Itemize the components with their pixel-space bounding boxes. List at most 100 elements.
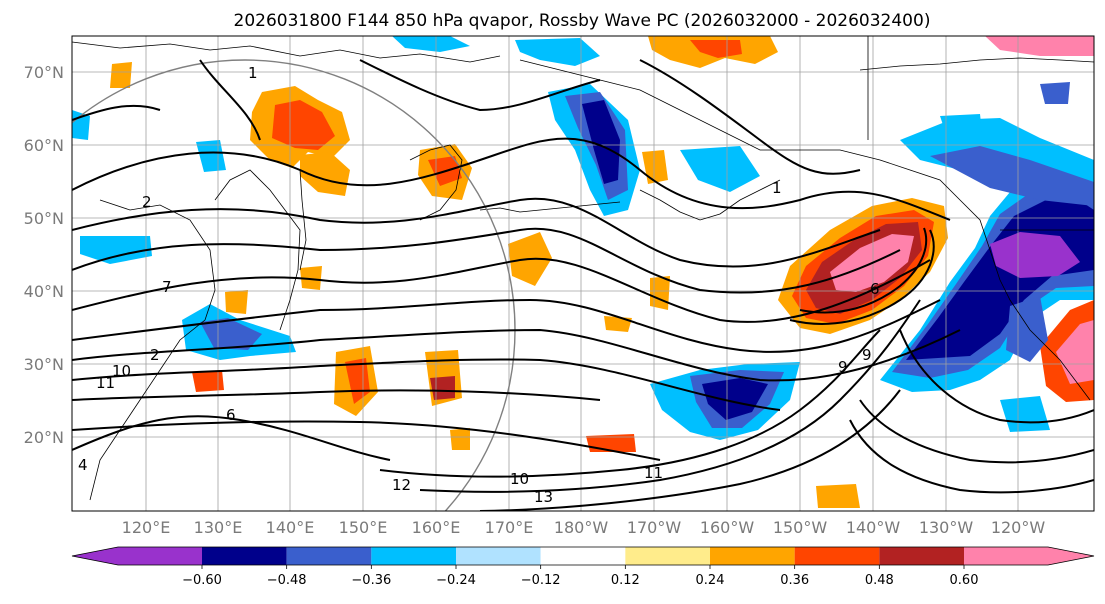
negative-anomaly-region (930, 146, 1094, 206)
colorbar-bin (710, 547, 795, 565)
contour-line (72, 137, 951, 221)
longitude-labels: 120°E 130°E 140°E 150°E 160°E 170°E 180°… (122, 518, 1046, 537)
contour-label: 4 (78, 456, 88, 474)
colorbar-bin (202, 547, 287, 565)
negative-anomaly-region (1040, 82, 1070, 104)
lat-label: 20°N (24, 428, 64, 447)
contour-line (859, 399, 1094, 464)
colorbar-bin (540, 547, 626, 565)
negative-anomaly-region (702, 378, 768, 420)
contour-labels: 1 1 2 6 6 9 9 10 10 11 11 13 12 4 7 2 (78, 64, 880, 506)
lon-label: 150°E (339, 518, 388, 537)
contour-label: 7 (162, 278, 172, 296)
negative-anomaly-region (990, 232, 1080, 278)
positive-anomaly-region (604, 316, 632, 332)
map-title: 2026031800 F144 850 hPa qvapor, Rossby W… (234, 11, 931, 31)
contour-label: 1 (248, 64, 258, 82)
lon-label: 120°W (991, 518, 1046, 537)
contour-line (72, 298, 941, 353)
contour-label: 13 (534, 488, 553, 506)
contour-label: 10 (112, 362, 131, 380)
contour-line (199, 59, 261, 141)
colorbar-bin (794, 547, 880, 565)
positive-anomaly-region (272, 100, 335, 150)
map-plot-area: 1 1 2 6 6 9 9 10 10 11 11 13 12 4 7 2 (71, 35, 1095, 512)
map-frame (71, 35, 1095, 512)
colorbar-outline (71, 546, 1095, 566)
lon-label: 160°E (412, 518, 461, 537)
positive-anomaly-region (650, 276, 670, 310)
colorbar-tick-label: 0.48 (865, 573, 894, 588)
colorbar-bin (625, 547, 710, 565)
asia-coastline (72, 41, 501, 501)
contour-line (479, 389, 901, 511)
contour-line (72, 358, 781, 411)
contour-line (799, 227, 928, 314)
contour-label: 11 (644, 464, 663, 482)
contour-line (789, 229, 935, 325)
colorbar: −0.60 −0.48 −0.36 −0.24 −0.12 0.12 0.24 0.36 0.4… (71, 546, 1095, 588)
lon-label: 170°W (627, 518, 682, 537)
negative-anomaly-region (80, 236, 152, 264)
positive-anomaly-region (450, 428, 470, 450)
contour-line (72, 257, 931, 323)
contour-line (419, 299, 921, 493)
colorbar-tick-label: −0.48 (267, 573, 307, 588)
colorbar-bin (286, 547, 372, 565)
us-canada-border (867, 36, 1094, 231)
negative-anomaly-region (680, 146, 760, 192)
colorbar-bin (964, 547, 1094, 565)
contour-line (72, 197, 881, 268)
contour-line (639, 59, 861, 175)
contour-label: 1 (772, 179, 782, 197)
positive-anomaly-region (430, 376, 455, 400)
lat-label: 60°N (24, 136, 64, 155)
contour-line (849, 419, 1094, 494)
contour-line (72, 328, 961, 382)
contour-label: 9 (862, 346, 872, 364)
positive-anomaly-region (345, 358, 370, 404)
lat-label: 30°N (24, 355, 64, 374)
aleutian-islands (479, 201, 621, 213)
latitude-labels: 70°N 60°N 50°N 40°N 30°N 20°N (24, 63, 64, 447)
colorbar-tick-label: 0.60 (950, 573, 979, 588)
contour-line (72, 227, 901, 294)
lat-label: 70°N (24, 63, 64, 82)
colorbar-tick-label: −0.24 (436, 573, 476, 588)
colorbar-bin (371, 547, 456, 565)
positive-anomaly-region (300, 266, 322, 290)
colorbar-bin (879, 547, 964, 565)
lon-label: 180°W (554, 518, 609, 537)
north-america-coastline (519, 57, 1094, 401)
colorbar-tick-label: 0.12 (611, 573, 640, 588)
colorbar-tick-label: −0.60 (182, 573, 222, 588)
lon-label: 130°E (194, 518, 243, 537)
contour-lines (72, 59, 1094, 511)
contour-label: 9 (838, 358, 848, 376)
contour-line (72, 389, 601, 401)
contour-line (359, 59, 601, 112)
contour-label: 2 (142, 193, 152, 211)
lat-label: 40°N (24, 282, 64, 301)
contour-label: 6 (870, 280, 880, 298)
map-content: 1 1 2 6 6 9 9 10 10 11 11 13 12 4 7 2 (72, 36, 1094, 511)
positive-anomaly-region (110, 62, 132, 88)
lon-label: 140°E (266, 518, 315, 537)
colorbar-tick-label: 0.36 (780, 573, 809, 588)
positive-anomaly-region (985, 36, 1094, 56)
negative-anomaly-region (196, 140, 226, 172)
negative-anomaly-region (940, 114, 982, 134)
contour-line (72, 104, 161, 121)
lon-label: 120°E (122, 518, 171, 537)
colorbar-tick-label: 0.24 (696, 573, 725, 588)
contour-label: 11 (96, 374, 115, 392)
negative-anomaly-region (1006, 296, 1048, 362)
contour-label: 12 (392, 476, 411, 494)
negative-anomaly-region (392, 36, 470, 52)
negative-anomaly-region (200, 318, 262, 350)
lon-label: 150°W (773, 518, 828, 537)
positive-anomaly-region (1056, 320, 1094, 384)
contour-line (899, 329, 1094, 424)
lon-label: 160°W (700, 518, 755, 537)
